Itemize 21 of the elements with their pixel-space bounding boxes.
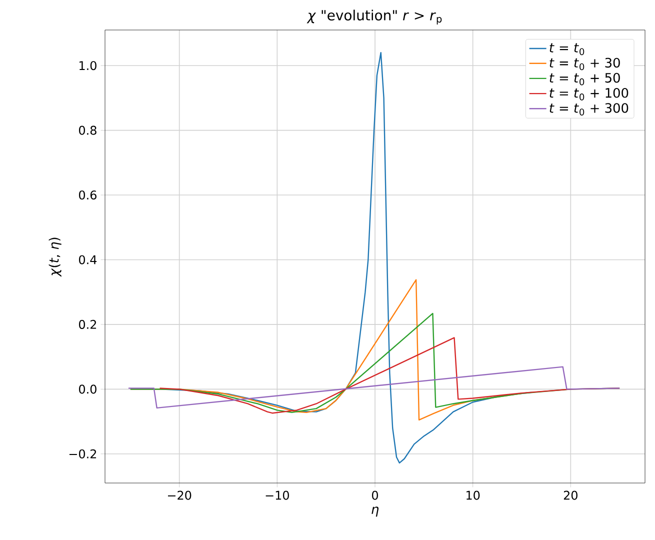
y-tick-label: 0.8	[78, 126, 96, 135]
legend-label: t = t$_{0}$ + 100	[550, 88, 628, 100]
chart-title: χ "evolution" r > r$_{p}$	[306, 10, 442, 24]
x-axis-title: η	[372, 506, 379, 517]
x-tick-label: 10	[466, 490, 480, 500]
y-tick-label: −0.2	[69, 449, 96, 458]
y-tick-label: 0.6	[78, 190, 96, 200]
y-tick-label: 0.4	[78, 255, 97, 264]
line-series	[128, 366, 620, 409]
x-tick-label: 0	[372, 490, 378, 500]
x-tick-label: −20	[168, 490, 192, 500]
y-tick-label: 1.0	[80, 61, 96, 70]
legend-label: t = t$_{0}$	[550, 43, 584, 56]
y-tick-label: 0.0	[78, 384, 96, 394]
x-tick-label: 20	[564, 490, 578, 500]
legend-label: t = t$_{0}$ + 30	[550, 58, 620, 70]
legend-label: t = t$_{0}$ + 300	[550, 103, 628, 116]
y-axis-title: χ(t, η)	[48, 238, 62, 277]
legend-label: t = t$_{0}$ + 50	[550, 72, 620, 86]
x-tick-label: −10	[266, 490, 289, 500]
y-tick-label: 0.2	[78, 320, 96, 329]
